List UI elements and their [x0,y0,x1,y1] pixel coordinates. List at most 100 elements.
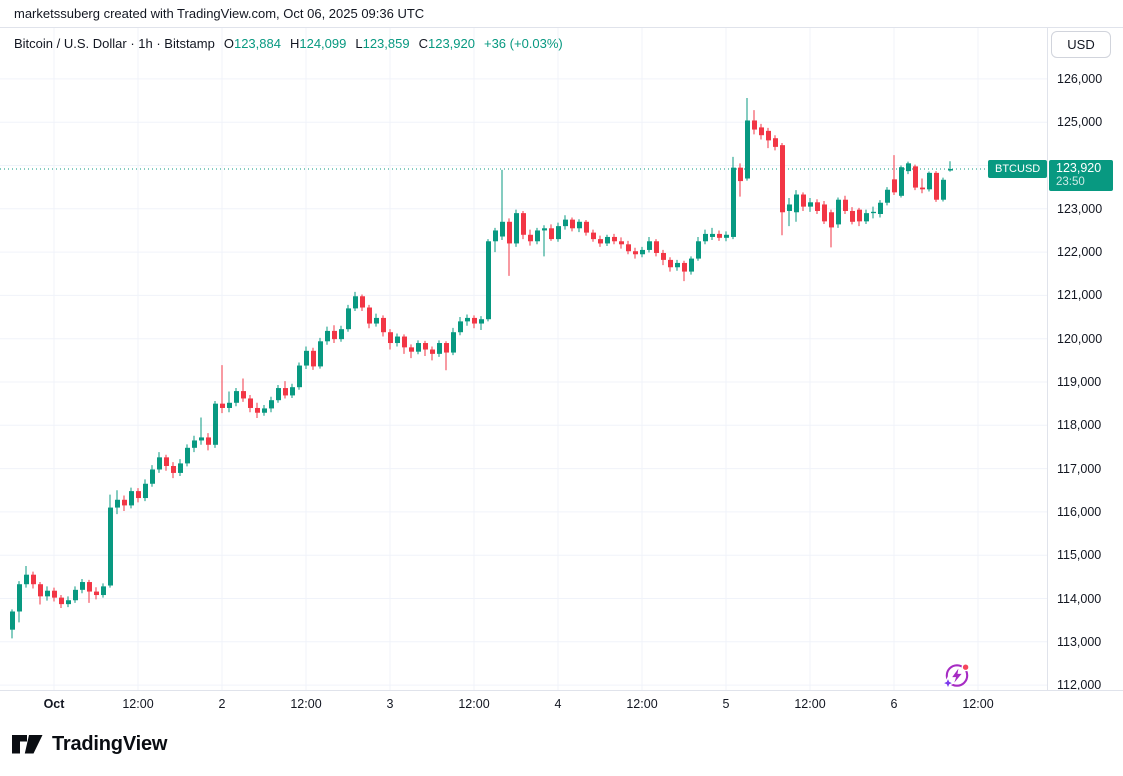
candle-down [206,437,211,445]
candle-down [633,251,638,255]
time-tick-label: 5 [722,697,730,711]
time-tick-label: Oct [43,697,65,711]
candle-down [738,167,743,182]
time-tick-label: 6 [890,697,898,711]
price-tick-label: 123,000 [1057,201,1103,216]
candle-down [528,234,533,242]
candle-down [444,343,449,353]
candle-up [479,319,484,324]
symbol-title[interactable]: Bitcoin / U.S. Dollar · 1h · Bitstamp [14,35,215,51]
tradingview-branding[interactable]: TradingView [12,731,167,757]
candle-down [857,209,862,222]
candle-up [542,228,547,231]
candle-down [892,179,897,193]
ohlc-open: O123,884 [223,35,281,51]
candle-down [52,590,57,598]
candle-up [696,241,701,259]
candle-up [465,317,470,322]
price-flag-symbol: BTCUSD [995,163,1041,175]
ohlc-high: H124,099 [289,35,347,51]
candle-down [682,262,687,272]
candle-up [878,202,883,214]
candle-up [451,332,456,353]
candle-up [787,204,792,211]
candle-down [430,349,435,354]
candle-up [262,408,267,413]
candle-up [808,202,813,207]
candle-up [395,336,400,344]
price-tick-label: 112,000 [1057,678,1102,693]
time-tick-label: 12:00 [794,697,826,711]
price-tick-label: 115,000 [1057,548,1102,563]
active-price: 123,920 [1056,161,1102,175]
candle-up [486,241,491,320]
candle-down [661,252,666,260]
candle-up [325,330,330,342]
candle-up [213,403,218,445]
price-tick-label: 126,000 [1057,71,1103,86]
candle-up [192,440,197,448]
candle-up [563,219,568,227]
candle-up [353,296,358,309]
time-axis[interactable]: Oct 12:00 2 12:00 3 12:00 4 12:00 5 12:00 6 12:00 [0,690,1123,717]
currency-toggle-usd[interactable]: USD [1051,31,1111,58]
candle-up [269,400,274,409]
candle-down [626,244,631,252]
candle-down [423,343,428,350]
candle-down [367,307,372,324]
candle-down [920,187,925,190]
candle-up [836,199,841,225]
candle-down [38,584,43,597]
notification-dot-icon [961,663,970,672]
candle-down [381,317,386,333]
candle-down [164,457,169,467]
candle-up [871,211,876,214]
candle-up [493,230,498,242]
candle-up [794,194,799,213]
chart-pane[interactable] [0,28,1047,690]
candle-down [332,330,337,340]
candle-up [227,402,232,408]
sparkle-star-icon [940,676,956,691]
candle-down [31,574,36,585]
candle-up [535,230,540,242]
symbol-bar[interactable]: Bitcoin / U.S. Dollar · 1h · Bitstamp O1… [14,33,563,53]
candle-down [766,130,771,141]
candle-down [815,202,820,211]
candle-up [17,584,22,612]
candle-up [80,582,85,590]
time-tick-label: 2 [218,697,226,711]
candle-down [402,336,407,348]
bar-countdown: 23:50 [1056,176,1085,188]
ohlc-low: L123,859 [355,35,410,51]
candle-down [255,407,260,413]
candle-down [248,398,253,408]
candle-up [108,507,113,586]
price-flag-btcusd: BTCUSD [988,160,1048,178]
tradingview-logo-icon [12,735,43,754]
price-tick-label: 119,000 [1057,375,1102,389]
candle-up [941,179,946,200]
candle-down [549,228,554,240]
refresh-circle-icon [945,664,969,687]
candle-up [710,233,715,237]
candle-up [199,437,204,441]
candle-down [360,296,365,308]
candle-up [304,350,309,366]
time-tick-label: 12:00 [290,697,322,711]
price-tick-label: 120,000 [1057,331,1103,346]
lightning-bolt-icon [952,668,962,683]
candle-down [934,172,939,200]
candle-down [171,466,176,473]
candle-down [122,499,127,506]
price-axis-active-label: 123,920 23:50 [1049,160,1113,191]
candle-down [843,199,848,211]
candle-up [178,463,183,473]
candle-up [185,447,190,464]
price-axis[interactable]: USD 123,920 23:50 126,000125,000124,0001… [1047,28,1123,693]
candle-up [24,574,29,585]
price-tick-label: 118,000 [1057,418,1102,433]
candle-up [458,321,463,333]
flash-refresh-icon[interactable] [940,659,974,693]
candle-down [94,591,99,596]
